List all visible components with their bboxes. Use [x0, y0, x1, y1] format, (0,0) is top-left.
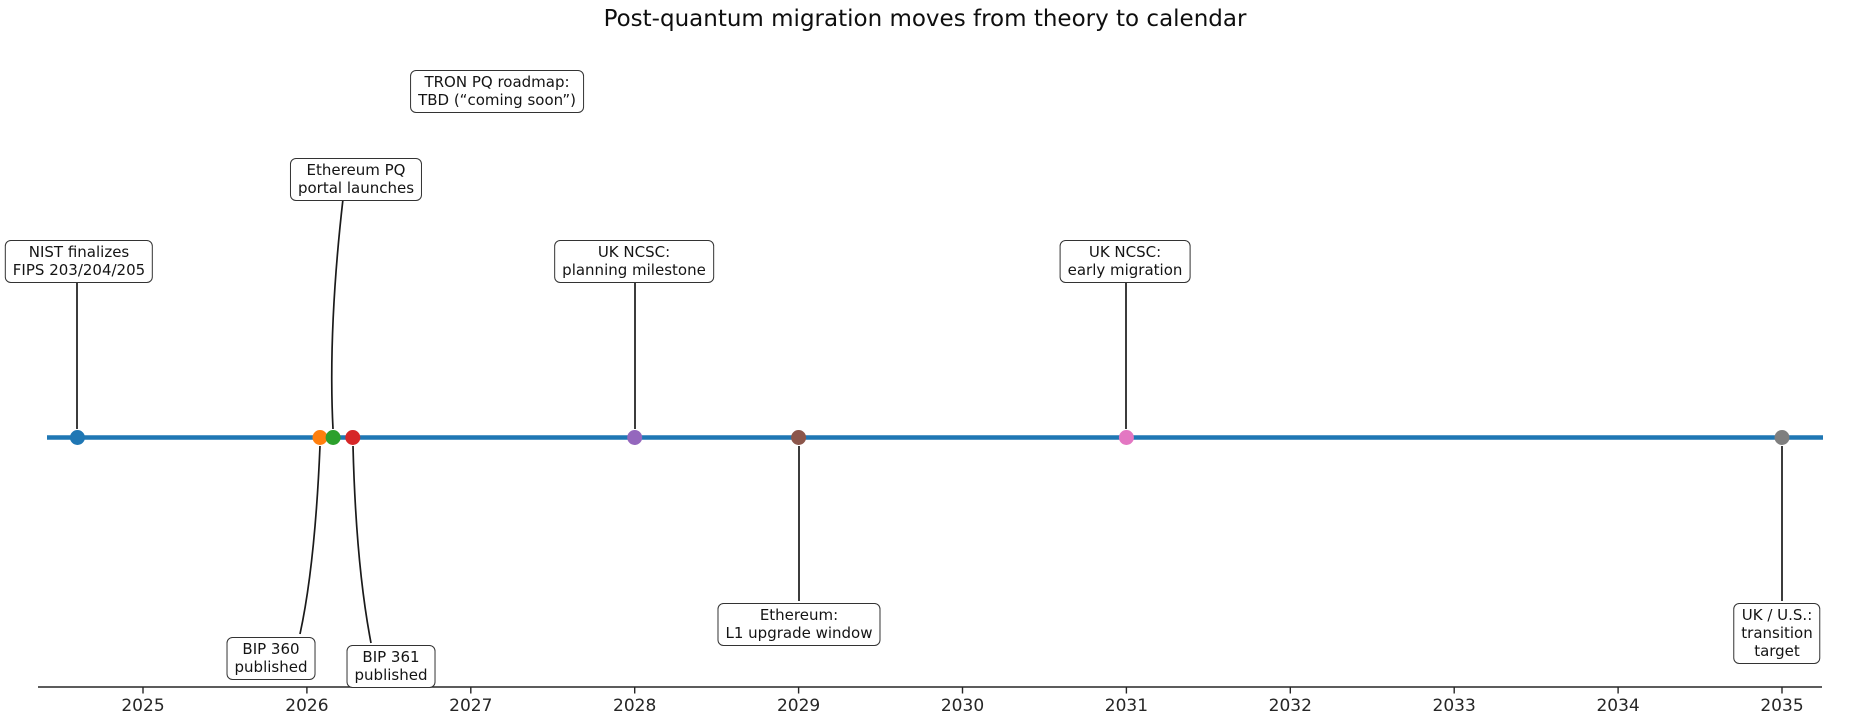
- leader-line-bip-361-published: [352, 445, 372, 644]
- leader-line-ethereum-pq-portal-launches: [330, 198, 344, 430]
- marker-nist-finalizes-fips: [69, 430, 85, 445]
- annotation-bip-361-published: BIP 361 published: [346, 645, 436, 688]
- annotation-nist-finalizes-fips: NIST finalizes FIPS 203/204/205: [4, 240, 154, 283]
- x-tick-label-2033: 2033: [1432, 696, 1476, 716]
- x-tick-label-2032: 2032: [1268, 696, 1312, 716]
- x-tick-label-2029: 2029: [776, 696, 821, 716]
- marker-ethereum-l1-upgrade-window: [791, 430, 807, 445]
- x-tick-label-2035: 2035: [1760, 696, 1804, 716]
- x-tick-label-2026: 2026: [285, 696, 329, 716]
- marker-ethereum-pq-portal-launches: [325, 430, 341, 445]
- marker-bip-361-published: [345, 430, 361, 445]
- annotation-bip-360-published: BIP 360 published: [226, 637, 316, 680]
- annotation-tron-pq-roadmap: TRON PQ roadmap: TBD (“coming soon”): [410, 70, 584, 113]
- leader-line-bip-360-published: [299, 445, 321, 635]
- annotation-ethereum-l1-upgrade-window: Ethereum: L1 upgrade window: [717, 603, 881, 646]
- marker-uk-ncsc-early-migration: [1118, 430, 1134, 445]
- marker-uk-us-transition-target: [1774, 430, 1790, 445]
- x-tick-label-2028: 2028: [613, 696, 657, 716]
- x-tick-label-2030: 2030: [940, 696, 985, 716]
- annotation-ethereum-pq-portal-launches: Ethereum PQ portal launches: [289, 158, 423, 201]
- x-tick-label-2027: 2027: [449, 696, 493, 716]
- annotation-uk-us-transition-target: UK / U.S.: transition target: [1733, 603, 1821, 664]
- annotation-uk-ncsc-early-migration: UK NCSC: early migration: [1059, 240, 1191, 283]
- chart-title: Post-quantum migration moves from theory…: [603, 6, 1247, 32]
- x-tick-label-2025: 2025: [121, 696, 165, 716]
- annotation-uk-ncsc-planning-milestone: UK NCSC: planning milestone: [554, 240, 714, 283]
- x-tick-label-2031: 2031: [1104, 696, 1149, 716]
- marker-uk-ncsc-planning-milestone: [627, 430, 643, 445]
- x-tick-label-2034: 2034: [1596, 696, 1640, 716]
- marker-bip-360-published: [312, 430, 328, 445]
